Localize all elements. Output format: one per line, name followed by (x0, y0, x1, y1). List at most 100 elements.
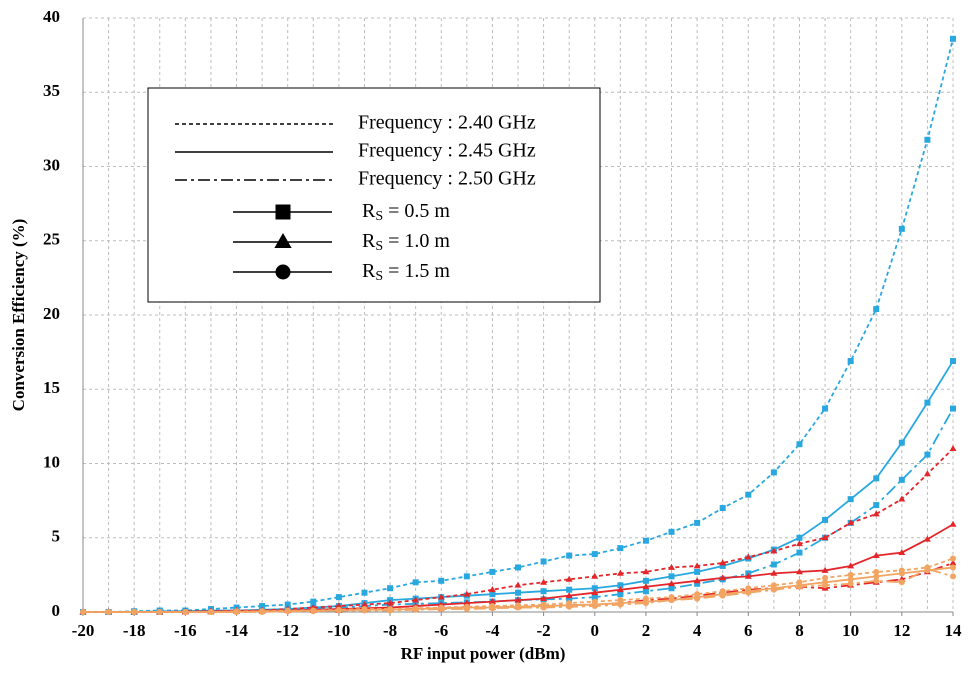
marker (412, 606, 419, 613)
marker (617, 582, 624, 589)
y-tick-label: 40 (43, 7, 60, 26)
x-tick-label: -20 (72, 621, 95, 640)
marker (233, 609, 240, 615)
marker (822, 516, 829, 523)
x-tick-label: 0 (591, 621, 600, 640)
marker (847, 571, 854, 578)
marker (694, 595, 701, 602)
marker (873, 306, 880, 313)
legend-label: Frequency : 2.40 GHz (358, 112, 536, 134)
marker (745, 589, 752, 596)
marker (847, 519, 855, 526)
marker (668, 585, 675, 592)
x-tick-label: -18 (123, 621, 146, 640)
marker (668, 580, 675, 587)
legend-subscript: S (375, 239, 383, 254)
legend-label: RS = 0.5 m (362, 200, 450, 225)
marker (515, 604, 521, 611)
marker (463, 573, 470, 580)
marker (719, 505, 726, 512)
marker (770, 561, 777, 568)
marker (949, 520, 957, 527)
marker (924, 565, 931, 572)
marker (950, 573, 956, 580)
marker (566, 603, 573, 610)
marker (284, 608, 291, 615)
marker (412, 579, 419, 586)
x-tick-label: -4 (485, 621, 500, 640)
marker (770, 586, 777, 593)
marker (438, 577, 445, 584)
marker (770, 469, 777, 476)
marker (873, 502, 880, 509)
marker (796, 583, 803, 590)
marker (796, 441, 803, 448)
marker (719, 562, 726, 569)
y-tick-label: 10 (43, 452, 60, 471)
marker (821, 566, 829, 573)
marker (387, 607, 394, 614)
marker (950, 555, 956, 562)
marker (566, 586, 573, 593)
y-tick-label: 25 (43, 230, 60, 249)
marker (540, 588, 547, 595)
marker (565, 575, 573, 582)
marker (387, 585, 394, 592)
marker (361, 607, 368, 614)
marker (259, 609, 266, 615)
x-tick-label: 14 (945, 621, 963, 640)
marker (847, 580, 854, 587)
marker (873, 475, 880, 482)
marker (617, 591, 624, 598)
marker (591, 572, 599, 579)
x-tick-label: -16 (174, 621, 197, 640)
marker (950, 358, 956, 365)
x-tick-label: -10 (328, 621, 351, 640)
marker (591, 551, 598, 558)
legend-symbol: R (362, 260, 376, 282)
x-tick-label: -14 (225, 621, 248, 640)
marker (872, 551, 880, 558)
marker (898, 225, 905, 232)
marker (898, 570, 905, 577)
legend-label: Frequency : 2.50 GHz (358, 168, 536, 190)
marker (694, 568, 701, 575)
marker (924, 451, 931, 458)
marker (540, 578, 548, 585)
marker (438, 606, 445, 613)
marker (719, 574, 727, 581)
marker (540, 595, 548, 602)
marker (515, 589, 521, 596)
marker (310, 598, 317, 605)
marker (565, 592, 573, 599)
marker (770, 547, 778, 554)
marker (488, 598, 496, 605)
marker (310, 608, 317, 615)
marker (463, 606, 470, 613)
marker (566, 595, 573, 602)
marker (847, 576, 854, 583)
marker (515, 564, 521, 571)
legend-text: = 1.0 m (383, 230, 450, 252)
marker (489, 605, 496, 612)
marker (642, 537, 649, 544)
marker (770, 569, 778, 576)
marker (898, 439, 905, 446)
y-tick-label: 30 (43, 155, 60, 174)
legend-box (147, 87, 601, 303)
x-tick-label: 8 (795, 621, 804, 640)
series-line (83, 567, 954, 613)
marker (284, 601, 291, 608)
legend-label: RS = 1.0 m (362, 230, 450, 255)
marker (642, 568, 650, 575)
marker (131, 609, 138, 615)
y-tick-label: 20 (43, 304, 60, 323)
marker (847, 358, 854, 365)
marker (275, 204, 291, 220)
marker (386, 599, 394, 606)
x-tick-label: -12 (276, 621, 299, 640)
marker (156, 609, 163, 615)
marker (796, 549, 803, 556)
marker (668, 573, 675, 580)
x-tick-label: -8 (383, 621, 397, 640)
